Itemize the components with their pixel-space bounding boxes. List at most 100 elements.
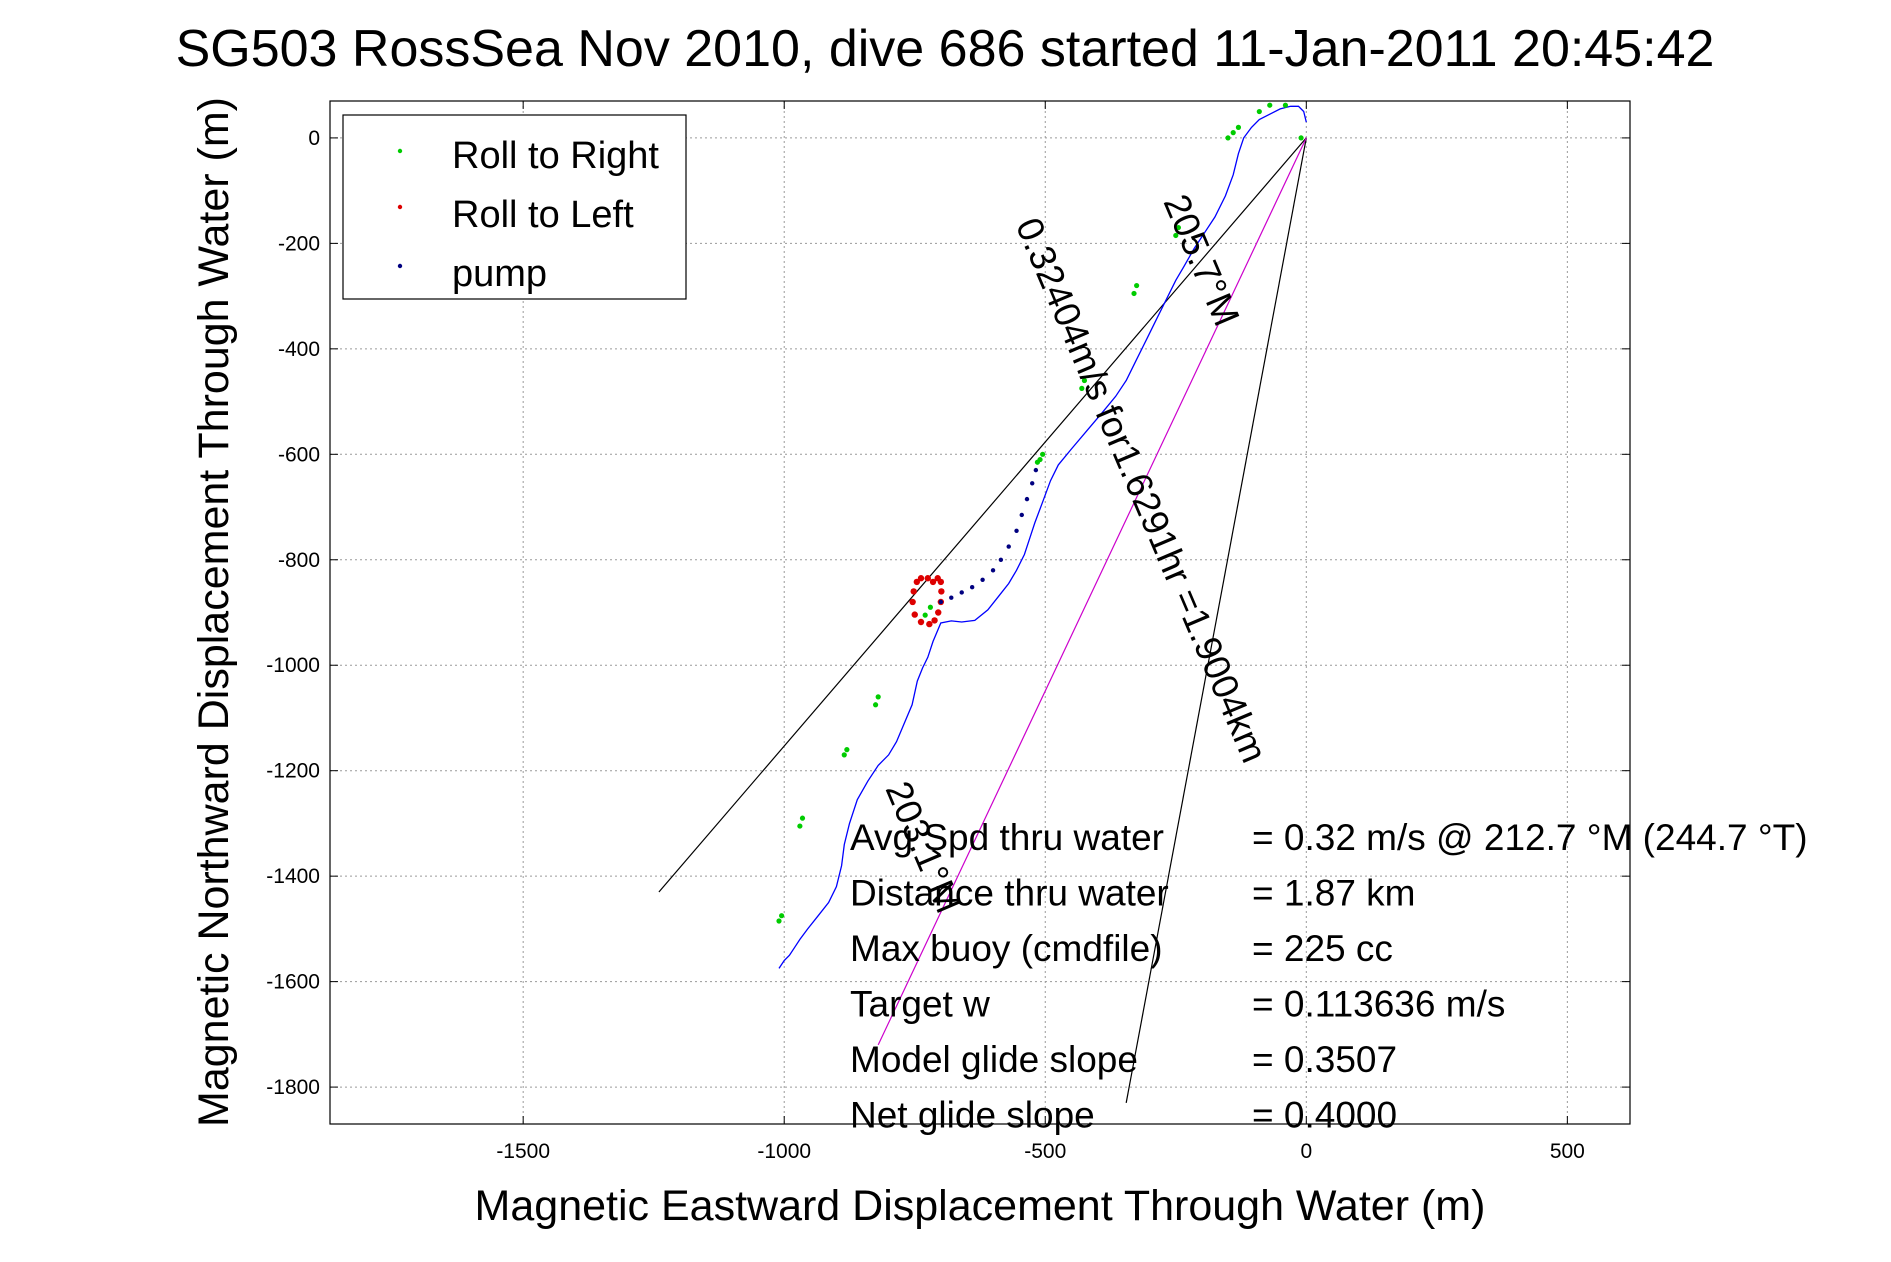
- pump-point: [1014, 528, 1019, 533]
- roll-right-point: [1040, 451, 1046, 457]
- roll-right-point: [927, 604, 934, 610]
- legend-label-pump: pump: [452, 253, 547, 295]
- stat-value: = 0.32 m/s @ 212.7 °M (244.7 °T): [1252, 817, 1808, 858]
- roll-right-point: [872, 702, 879, 708]
- roll-right-point: [1034, 459, 1041, 465]
- roll-right-point: [1267, 102, 1273, 108]
- pump-point: [969, 584, 975, 590]
- roll-right-point: [779, 913, 785, 919]
- roll-right-point: [1235, 124, 1242, 130]
- roll-right-point: [1079, 385, 1085, 391]
- pump-point: [990, 568, 996, 573]
- roll-right-point: [799, 815, 806, 821]
- stat-label: Net glide slope: [850, 1095, 1095, 1136]
- stat-value: = 1.87 km: [1252, 873, 1416, 914]
- roll-right-point: [1298, 135, 1304, 141]
- pump-point: [938, 599, 944, 605]
- x-tick-label: -1000: [757, 1140, 811, 1163]
- y-tick-label: -1200: [266, 760, 320, 783]
- roll-left-point: [935, 609, 942, 616]
- y-tick-label: 0: [308, 127, 320, 150]
- legend-marker-pump: [397, 263, 403, 269]
- stat-label: Model glide slope: [850, 1039, 1138, 1080]
- roll-left-point: [913, 578, 921, 586]
- y-tick-label: -1000: [266, 654, 320, 677]
- plot-border: [329, 100, 1631, 1125]
- reference-line-2: [877, 137, 1307, 1046]
- stat-label: Avg Spd thru water: [850, 817, 1164, 858]
- roll-right-point: [1225, 135, 1231, 141]
- roll-right-point: [1175, 224, 1181, 231]
- x-tick-label: 500: [1550, 1140, 1585, 1163]
- roll-left-point: [938, 588, 945, 595]
- legend-marker-roll-right: [397, 148, 403, 154]
- roll-left-point: [917, 575, 925, 582]
- y-tick-label: -200: [278, 232, 320, 255]
- y-tick-label: -1600: [266, 971, 320, 994]
- dive-track: [778, 105, 1307, 969]
- legend: Roll to Right Roll to Left pump: [342, 114, 687, 300]
- roll-left-point: [910, 588, 917, 595]
- y-tick-label: -600: [278, 443, 320, 466]
- roll-left-point: [924, 575, 931, 582]
- legend-label-roll-left: Roll to Left: [452, 194, 634, 236]
- roll-right-point: [1256, 108, 1262, 115]
- roll-right-point: [875, 694, 881, 700]
- roll-left-point: [926, 620, 933, 628]
- y-tick-label: -800: [278, 549, 320, 572]
- pump-point: [1030, 481, 1035, 486]
- reference-lines: [658, 137, 1307, 1104]
- pump-point: [980, 577, 985, 583]
- y-axis-ticks: 0 -200 -400 -600 -800 -1000 -1200 -1400 -1600 -18…: [266, 127, 1630, 1099]
- stat-value: = 0.113636 m/s: [1252, 984, 1505, 1025]
- roll-left-point: [909, 598, 916, 606]
- roll-left-point: [931, 617, 938, 624]
- roll-right-point: [841, 752, 847, 758]
- x-tick-label: 0: [1300, 1140, 1312, 1163]
- y-tick-label: -400: [278, 338, 320, 361]
- roll-right-point: [797, 823, 803, 829]
- roll-right-point: [922, 612, 928, 618]
- x-axis-ticks: -1500 -1000 -500 0 500: [496, 101, 1585, 1163]
- legend-marker-roll-left: [397, 204, 403, 210]
- y-tick-label: -1400: [266, 865, 320, 888]
- y-axis-label: Magnetic Northward Displacement Through …: [190, 97, 238, 1127]
- legend-label-roll-right: Roll to Right: [452, 135, 659, 177]
- roll-right-point: [1131, 290, 1137, 297]
- reference-line-0: [658, 137, 1307, 893]
- stat-label: Distance thru water: [850, 873, 1169, 914]
- pump-point: [1024, 496, 1030, 502]
- stat-label: Max buoy (cmdfile): [850, 928, 1163, 969]
- chart-title: SG503 RossSea Nov 2010, dive 686 started…: [176, 20, 1715, 78]
- dive-markers: [776, 102, 1304, 924]
- reference-line-1: [1125, 137, 1307, 1104]
- dive-statistics: Avg Spd thru water = 0.32 m/s @ 212.7 °M …: [850, 817, 1808, 1136]
- x-axis-label: Magnetic Eastward Displacement Through W…: [475, 1182, 1486, 1230]
- track-line: [778, 105, 1307, 969]
- roll-right-point: [1230, 130, 1236, 136]
- pump-point: [998, 557, 1004, 562]
- y-tick-label: -1800: [266, 1076, 320, 1099]
- stat-label: Target w: [850, 984, 990, 1025]
- roll-right-point: [776, 918, 782, 924]
- x-tick-label: -500: [1024, 1140, 1066, 1163]
- pump-point: [1019, 512, 1024, 518]
- roll-left-point: [917, 618, 925, 626]
- roll-left-point: [937, 578, 945, 586]
- pump-point: [1033, 467, 1039, 473]
- x-tick-label: -1500: [496, 1140, 550, 1163]
- roll-right-point: [1081, 377, 1088, 384]
- stat-value: = 0.3507: [1252, 1039, 1397, 1080]
- roll-left-point: [929, 578, 937, 586]
- roll-right-point: [1134, 282, 1140, 289]
- roll-right-point: [1282, 102, 1289, 108]
- roll-right-point: [844, 747, 850, 753]
- roll-right-point: [1173, 232, 1179, 239]
- pump-point: [959, 590, 964, 595]
- stat-value: = 225 cc: [1252, 928, 1393, 969]
- pump-point: [949, 595, 954, 600]
- roll-left-point: [911, 611, 918, 618]
- pump-point: [1006, 544, 1011, 549]
- stat-value: = 0.4000: [1252, 1095, 1397, 1136]
